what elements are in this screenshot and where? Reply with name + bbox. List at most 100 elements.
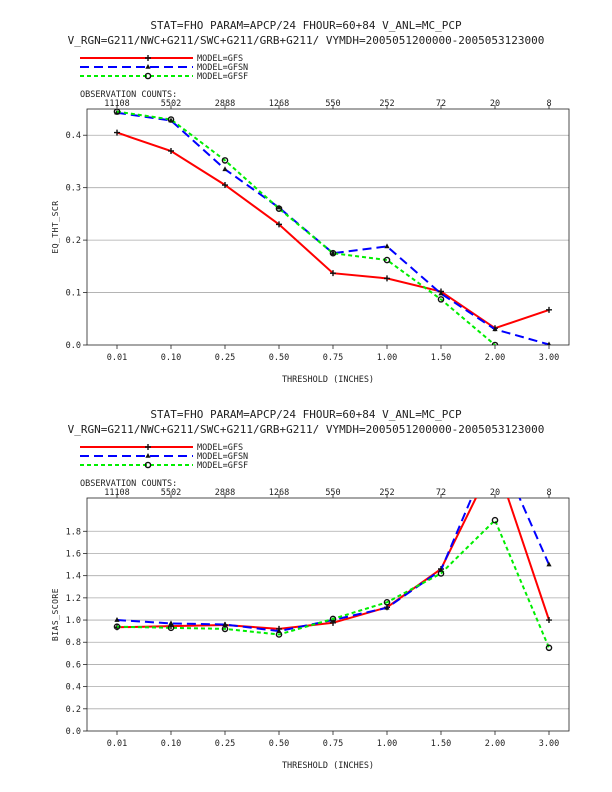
legend-marker-2 (145, 64, 151, 69)
data-point (167, 624, 175, 632)
series-line-model-gfsn (116, 498, 550, 633)
data-point (113, 109, 121, 115)
data-point (221, 625, 229, 633)
data-point (437, 296, 445, 303)
series-line-model-gfsf (116, 110, 496, 345)
data-point (492, 440, 497, 445)
series-group (113, 109, 552, 345)
series-group (113, 440, 553, 652)
y-tick-label: 1.4 (66, 572, 81, 582)
series-line-model-gfsf (116, 518, 550, 649)
data-point (330, 270, 336, 277)
data-point (384, 604, 390, 610)
legend-marker-1 (145, 444, 151, 450)
data-point (546, 306, 552, 313)
obs-count: 1268 (269, 99, 289, 109)
x-tick-label: 3.00 (539, 739, 559, 749)
data-point (168, 620, 174, 626)
y-axis-label: BIAS_SCORE (51, 588, 60, 641)
data-point (547, 341, 551, 345)
series-line-model-gfs (116, 131, 550, 330)
x-tick-label: 0.50 (269, 353, 289, 363)
data-point (383, 256, 391, 264)
x-tick-label: 3.00 (539, 353, 559, 363)
y-tick-label: 1.6 (66, 549, 81, 559)
x-tick-label: 2.00 (485, 739, 505, 749)
obs-count: 252 (379, 488, 394, 498)
y-tick-label: 0.4 (66, 131, 81, 141)
y-tick-label: 0.2 (66, 705, 81, 715)
legend-label-1: MODEL=GFS (197, 54, 243, 64)
data-point (383, 598, 391, 606)
obs-count: 2888 (215, 488, 235, 498)
data-point (222, 621, 228, 627)
obs-count: 8 (546, 99, 551, 109)
data-point (276, 221, 282, 228)
chart-subtitle: V_RGN=G211/NWC+G211/SWC+G211/GRB+G211/ V… (68, 34, 545, 47)
data-point (221, 157, 229, 164)
x-axis-label: THRESHOLD (INCHES) (282, 375, 374, 385)
obs-count: 11108 (104, 99, 130, 109)
obs-count: 72 (436, 488, 446, 498)
obs-count: 20 (490, 488, 500, 498)
obs-count: 252 (379, 99, 394, 109)
data-point (437, 570, 445, 577)
legend-label-2: MODEL=GFSN (197, 452, 248, 462)
y-tick-label: 0.8 (66, 638, 81, 648)
obs-count: 8 (546, 488, 551, 498)
obs-counts-label: OBSERVATION COUNTS: (80, 479, 177, 489)
x-tick-label: 2.00 (485, 353, 505, 363)
obs-count: 11108 (104, 488, 130, 498)
series-line-model-gfsn (116, 111, 550, 345)
data-point (492, 456, 498, 462)
data-point (168, 147, 174, 154)
data-point (222, 182, 228, 189)
data-point (114, 129, 120, 136)
legend-label-2: MODEL=GFSN (197, 63, 248, 73)
data-point (491, 516, 499, 524)
y-tick-label: 0.4 (66, 683, 81, 693)
x-tick-label: 1.00 (377, 353, 397, 363)
x-tick-label: 0.25 (215, 353, 235, 363)
x-tick-label: 0.01 (107, 353, 127, 363)
x-tick-label: 1.50 (431, 739, 451, 749)
x-tick-label: 1.00 (377, 739, 397, 749)
obs-count: 5502 (161, 488, 181, 498)
obs-count: 20 (490, 99, 500, 109)
data-point (276, 204, 282, 210)
chart-title: STAT=FHO PARAM=APCP/24 FHOUR=60+84 V_ANL… (150, 19, 462, 32)
legend-marker-3 (144, 461, 152, 469)
obs-count: 550 (325, 99, 340, 109)
legend-marker-3 (144, 72, 152, 80)
data-point (491, 341, 499, 345)
data-point (545, 644, 553, 652)
x-tick-label: 1.50 (431, 353, 451, 363)
obs-count: 1268 (269, 488, 289, 498)
obs-count: 72 (436, 99, 446, 109)
data-point (275, 631, 283, 638)
data-point (113, 623, 121, 631)
legend-marker-2 (145, 453, 151, 458)
y-tick-label: 1.0 (66, 616, 81, 626)
y-tick-label: 0.0 (66, 341, 81, 351)
obs-counts-label: OBSERVATION COUNTS: (80, 90, 177, 100)
data-point (384, 243, 390, 249)
y-tick-label: 1.2 (66, 594, 81, 604)
data-point (167, 116, 175, 123)
y-tick-label: 0.2 (66, 236, 81, 246)
legend-label-3: MODEL=GFSF (197, 461, 248, 471)
plot-frame (86, 497, 570, 732)
data-point (275, 205, 283, 212)
plot-frame (86, 108, 570, 346)
legend-marker-1 (145, 55, 151, 61)
series-line-model-gfs (116, 498, 550, 630)
x-tick-label: 0.75 (323, 353, 343, 363)
data-point (546, 617, 552, 624)
y-tick-label: 0.6 (66, 660, 81, 670)
chart-subtitle: V_RGN=G211/NWC+G211/SWC+G211/GRB+G211/ V… (68, 423, 545, 436)
y-axis-label: EQ_THT_SCR (51, 200, 60, 253)
x-tick-label: 0.01 (107, 739, 127, 749)
chart-panel-2: STAT=FHO PARAM=APCP/24 FHOUR=60+84 V_ANL… (51, 408, 570, 771)
